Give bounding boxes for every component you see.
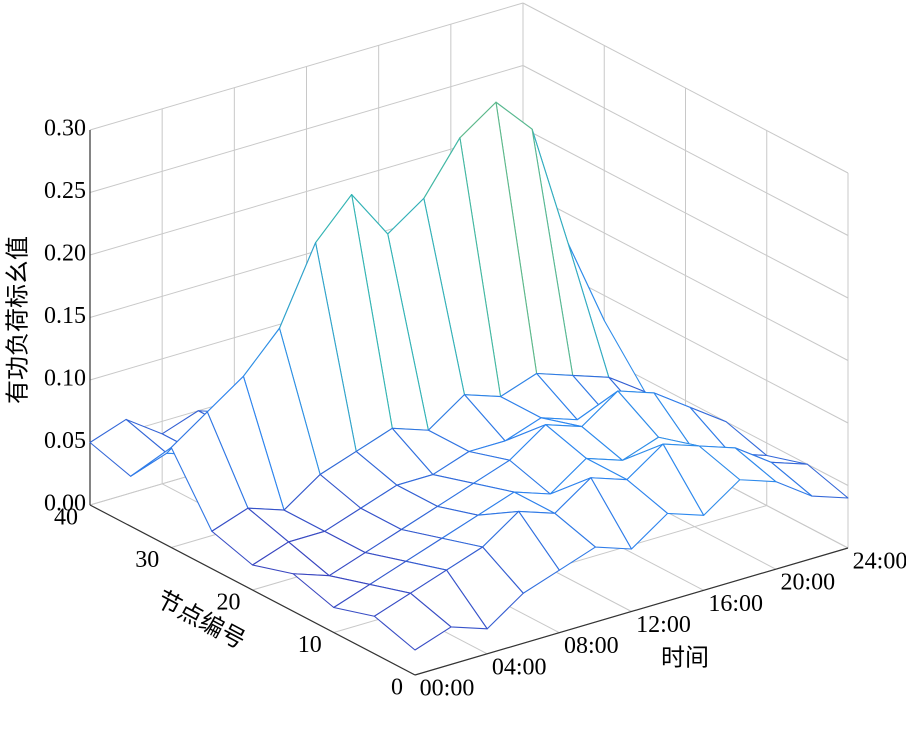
x-tick-label: 00:00 bbox=[420, 676, 475, 702]
x-tick-label: 04:00 bbox=[492, 654, 547, 680]
z-tick-label: 0.10 bbox=[44, 366, 86, 392]
y-tick-label: 30 bbox=[135, 547, 159, 573]
y-tick-label: 10 bbox=[298, 632, 322, 658]
surface bbox=[89, 101, 849, 651]
surface-cell bbox=[373, 592, 452, 651]
y-tick-label: 0 bbox=[391, 675, 403, 701]
z-tick-label: 0.20 bbox=[44, 241, 86, 267]
z-tick-label: 0.25 bbox=[44, 178, 86, 204]
y-tick-label: 40 bbox=[54, 505, 78, 531]
z-tick-label: 0.05 bbox=[44, 428, 86, 454]
x-tick-label: 20:00 bbox=[780, 570, 835, 596]
x-tick-label: 12:00 bbox=[636, 612, 691, 638]
surface-cell bbox=[89, 418, 168, 477]
y-tick-label: 20 bbox=[217, 590, 241, 616]
labels: 0.00 0.05 0.10 0.15 0.20 0.25 0.30 00:00 04:00 08… bbox=[44, 116, 906, 702]
x-axis-label: 时间 bbox=[661, 645, 709, 672]
z-tick-label: 0.15 bbox=[44, 303, 86, 329]
x-tick-label: 16:00 bbox=[708, 591, 763, 617]
x-tick-label: 08:00 bbox=[564, 633, 619, 659]
z-tick-label: 0.30 bbox=[44, 116, 86, 142]
z-tick-label: 0.00 bbox=[44, 491, 86, 517]
axis-line bbox=[89, 504, 416, 676]
axis-line bbox=[414, 547, 849, 676]
x-tick-label: 24:00 bbox=[853, 549, 906, 575]
z-axis-label: 有功负荷标幺值 bbox=[5, 236, 32, 404]
